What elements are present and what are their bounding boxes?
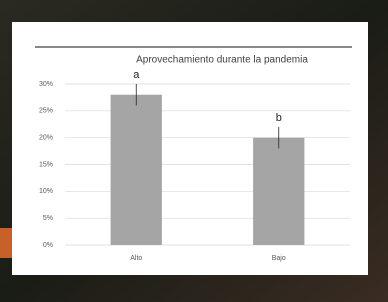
annotation: b (276, 112, 282, 124)
x-tick-label: Alto (130, 255, 142, 262)
page: Aprovechamiento durante la pandemia 0% 5%… (0, 0, 388, 302)
y-tick-label: 20% (39, 135, 53, 142)
background-accent (0, 228, 12, 258)
chart-title: Aprovechamiento durante la pandemia (136, 55, 308, 66)
y-tick-label: 5% (43, 215, 53, 222)
chart: Aprovechamiento durante la pandemia 0% 5%… (0, 0, 388, 302)
y-tick-label: 10% (39, 188, 53, 195)
annotation: a (133, 69, 140, 81)
bar (111, 95, 162, 245)
x-tick-label: Bajo (272, 255, 286, 262)
y-tick-label: 25% (39, 108, 53, 115)
y-tick-label: 30% (39, 81, 53, 88)
y-tick-label: 0% (43, 242, 53, 249)
y-tick-label: 15% (39, 161, 53, 168)
bar (253, 138, 304, 245)
